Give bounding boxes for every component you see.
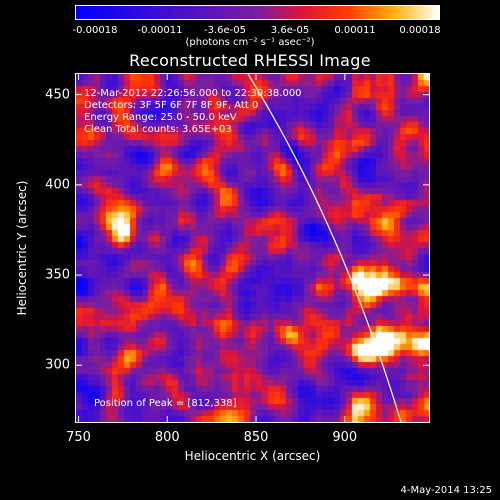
info-energy-range: Energy Range: 25.0 - 50.0 keV	[84, 112, 237, 123]
image-title: Reconstructed RHESSI Image	[129, 51, 371, 70]
colorbar-units: (photons cm⁻² s⁻¹ asec⁻²)	[185, 37, 315, 48]
x-axis-label: Heliocentric X (arcsec)	[184, 449, 321, 463]
y-tick-label: 450	[45, 87, 70, 103]
solar-limb-line	[247, 74, 402, 422]
heatmap-canvas	[76, 74, 429, 422]
datestamp: 4-May-2014 13:25	[400, 485, 492, 496]
colorbar-gradient	[76, 6, 439, 19]
x-tick-label: 900	[332, 430, 358, 445]
y-tick-label: 400	[45, 177, 70, 193]
colorbar-tick-label: -0.00011	[137, 25, 183, 36]
limb-overlay	[247, 74, 402, 422]
colorbar-tick-label: -3.6e-05	[204, 25, 246, 36]
x-tick-label: 850	[243, 430, 269, 445]
info-time-range: 12-Mar-2012 22:26:56.000 to 22:30:38.000	[84, 88, 302, 99]
info-clean-counts: Clean Total counts: 3.65E+03	[84, 124, 232, 135]
y-tick-label: 350	[45, 267, 70, 283]
colorbar-tick-label: 0.00018	[399, 25, 441, 36]
colorbar-tick-label: -0.00018	[72, 25, 118, 36]
x-tick-label: 800	[154, 430, 180, 445]
rhessi-image-plot[interactable]: 12-Mar-2012 22:26:56.000 to 22:30:38.000…	[75, 73, 430, 423]
y-tick-label: 300	[45, 357, 70, 373]
x-tick-label: 750	[66, 430, 91, 445]
colorbar	[75, 5, 440, 20]
info-detectors: Detectors: 3F 5F 6F 7F 8F 9F, Att 0	[84, 100, 259, 111]
colorbar-tick-label: 3.6e-05	[270, 25, 310, 36]
y-axis-label: Heliocentric Y (arcsec)	[15, 180, 29, 316]
info-peak-position: Position of Peak = [812,338]	[94, 398, 237, 409]
colorbar-tick-label: 0.00011	[334, 25, 376, 36]
